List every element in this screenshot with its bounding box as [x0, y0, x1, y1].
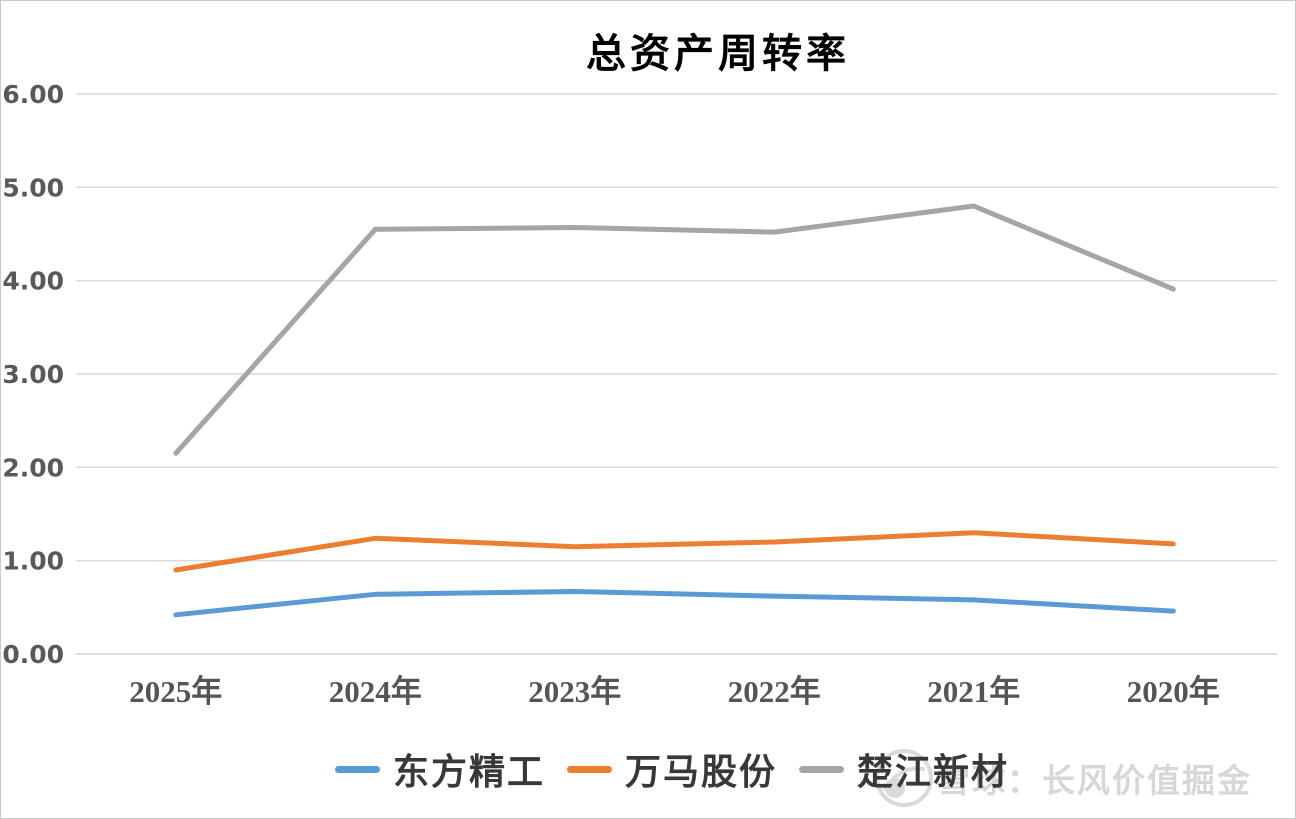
y-axis-tick-label: 1.00 — [2, 547, 64, 576]
series-line-2 — [173, 203, 1176, 456]
y-axis-tick-label: 0.00 — [2, 640, 64, 669]
x-axis-tick-label: 2021年 — [927, 674, 1020, 709]
series-line-0 — [173, 589, 1176, 618]
x-axis-tick-label: 2022年 — [728, 674, 821, 709]
y-axis-tick-label: 3.00 — [2, 360, 64, 389]
y-axis-tick-label: 2.00 — [2, 453, 64, 482]
y-axis-tick-label: 5.00 — [2, 173, 64, 202]
series-line-1 — [173, 530, 1176, 573]
y-axis-tick-label: 6.00 — [2, 80, 64, 109]
x-axis-tick-label: 2024年 — [329, 674, 422, 709]
x-axis-tick-label: 2023年 — [528, 674, 621, 709]
y-axis-tick-label: 4.00 — [2, 267, 64, 296]
x-axis-tick-label: 2025年 — [129, 674, 222, 709]
chart-title: 总资产周转率 — [586, 31, 850, 76]
x-axis-tick-label: 2020年 — [1127, 674, 1220, 709]
